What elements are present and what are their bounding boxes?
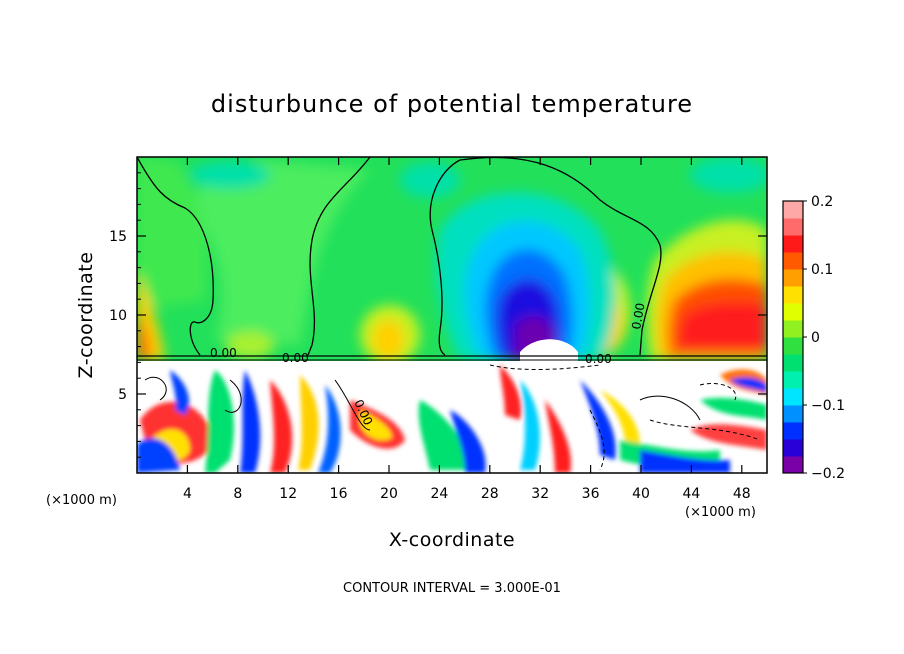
colorbar-swatch [783, 456, 803, 474]
colorbar-swatch [783, 439, 803, 457]
x-tick-label: 48 [733, 486, 751, 502]
colorbar-swatch [783, 405, 803, 423]
lower-turbulence [137, 365, 767, 473]
colorbar-swatch [783, 201, 803, 219]
colorbar-tick-label: 0.2 [811, 194, 833, 210]
x-tick-label: 36 [582, 486, 600, 502]
colorbar-swatch [783, 252, 803, 270]
colorbar-swatch [783, 303, 803, 321]
x-tick-label: 44 [682, 486, 700, 502]
x-axis: 4 8 12 16 20 24 28 32 36 40 44 48 [183, 157, 751, 502]
y-tick-label: 15 [109, 229, 127, 245]
x-tick-label: 40 [632, 486, 650, 502]
colorbar-swatch [783, 286, 803, 304]
contour-label: 0.00 [629, 302, 647, 331]
x-tick-label: 28 [481, 486, 499, 502]
upper-anomalies [137, 157, 767, 365]
colorbar-tick-label: 0 [811, 330, 820, 346]
colorbar-swatch [783, 371, 803, 389]
colorbar-tick-label: −0.1 [811, 398, 845, 414]
zero-contour-4 [459, 157, 662, 356]
zero-contour-2 [307, 157, 371, 356]
x-tick-label: 32 [531, 486, 549, 502]
colorbar-swatch [783, 320, 803, 338]
colorbar-swatch [783, 422, 803, 440]
colorbar-tick-label: −0.2 [811, 466, 845, 482]
y-axis-label: Z-coordinate [75, 252, 97, 379]
x-tick-label: 12 [279, 486, 297, 502]
colorbar-tick-label: 0.1 [811, 262, 833, 278]
zero-contour-3 [429, 159, 461, 356]
colorbar-swatch [783, 235, 803, 253]
x-tick-label: 20 [380, 486, 398, 502]
x-tick-label: 16 [330, 486, 348, 502]
y-tick-label: 10 [109, 308, 127, 324]
colorbar-swatch [783, 388, 803, 406]
dashed-contours [489, 364, 761, 471]
x-unit-right: (×1000 m) [685, 505, 756, 520]
colorbar: 0.2 0.1 0 −0.1 −0.2 [782, 194, 845, 482]
contour-label: 0.00 [210, 346, 237, 360]
x-unit-left: (×1000 m) [46, 493, 117, 508]
zero-contour-5 [144, 377, 701, 431]
x-tick-label: 8 [233, 486, 242, 502]
contour-interval-note: CONTOUR INTERVAL = 3.000E-01 [343, 581, 561, 596]
y-tick-label: 5 [118, 387, 127, 403]
colorbar-swatch [783, 337, 803, 355]
heatmap-field [137, 157, 767, 473]
x-axis-label: X-coordinate [389, 529, 515, 551]
zero-contour-1 [137, 157, 214, 356]
contour-label: 0.00 [282, 351, 309, 365]
chart-title: disturbunce of potential temperature [211, 90, 693, 118]
x-tick-label: 4 [183, 486, 192, 502]
colorbar-swatch [783, 269, 803, 287]
y-axis: 5 10 15 [109, 172, 767, 458]
x-tick-label: 24 [430, 486, 448, 502]
contour-label: 0.00 [585, 352, 612, 366]
colorbar-swatch [783, 354, 803, 372]
colorbar-swatch [783, 218, 803, 236]
